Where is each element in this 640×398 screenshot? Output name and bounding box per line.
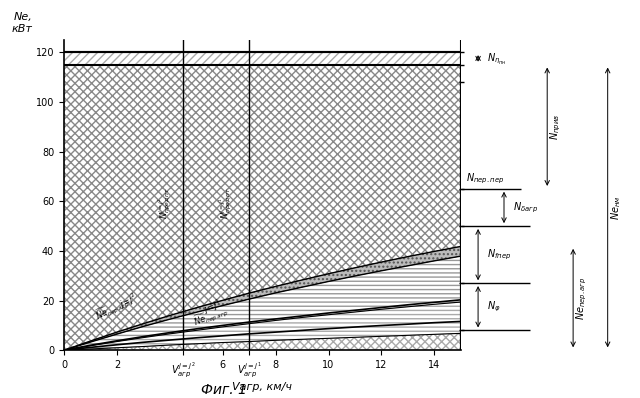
Text: $N_{пер.пер}$: $N_{пер.пер}$ <box>466 172 504 186</box>
Text: $N_{прив}$: $N_{прив}$ <box>548 114 563 140</box>
Text: $j\!=\!j^2$: $j\!=\!j^2$ <box>117 291 140 312</box>
Text: $j\!=\!j^1$: $j\!=\!j^1$ <box>202 297 225 317</box>
Text: $N_{\delta агр}$: $N_{\delta агр}$ <box>513 200 538 215</box>
Text: $N^{j=j^2}_{пред\,пт}$: $N^{j=j^2}_{пред\,пт}$ <box>157 187 173 219</box>
Text: $Ne_{пер.агр}$: $Ne_{пер.агр}$ <box>575 276 589 320</box>
X-axis label: Vагр, км/ч: Vагр, км/ч <box>232 382 292 392</box>
Text: $N^{j=j^1}_{пред\,пт}$: $N^{j=j^1}_{пред\,пт}$ <box>218 187 234 219</box>
Text: $N_{f пер}$: $N_{f пер}$ <box>486 248 511 262</box>
Text: $N_{\eta_{пн}}$: $N_{\eta_{пн}}$ <box>486 51 506 66</box>
Y-axis label: Ne,
кВт: Ne, кВт <box>12 12 32 33</box>
Text: $\widetilde{Ne}_{пер\,агр}$: $\widetilde{Ne}_{пер\,агр}$ <box>93 293 132 324</box>
Text: $Ne_{нм}$: $Ne_{нм}$ <box>609 195 623 220</box>
Text: Фиг. 1: Фиг. 1 <box>201 383 247 397</box>
Text: $N_{\varphi}$: $N_{\varphi}$ <box>486 300 500 314</box>
Text: $\widetilde{Ne}_{пер\,агр}$: $\widetilde{Ne}_{пер\,агр}$ <box>191 302 230 330</box>
